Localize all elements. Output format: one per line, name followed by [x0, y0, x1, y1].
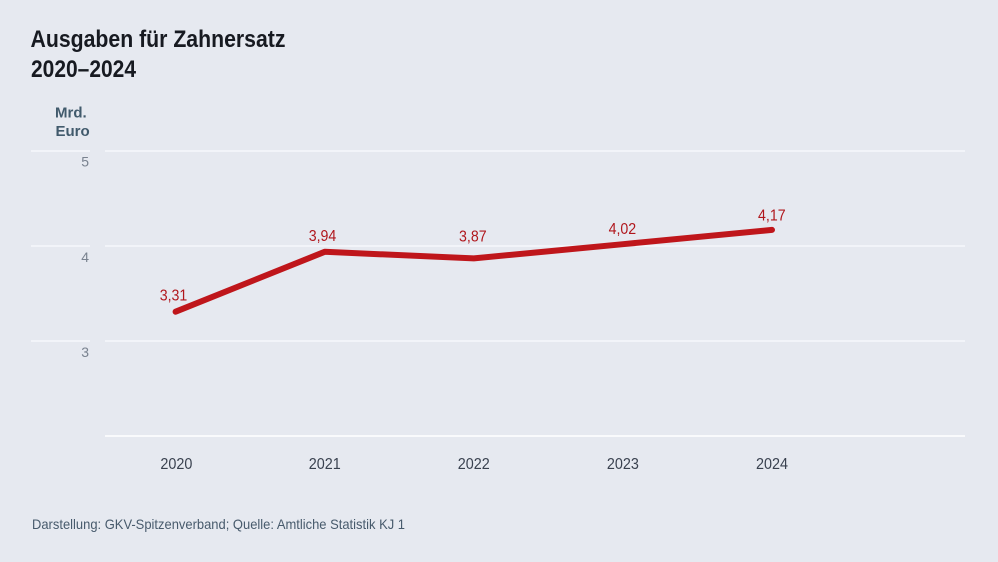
svg-text:3,31: 3,31: [160, 287, 188, 304]
svg-text:4: 4: [81, 249, 89, 265]
svg-text:Euro: Euro: [56, 123, 90, 140]
svg-text:3,87: 3,87: [459, 228, 487, 245]
svg-text:2022: 2022: [458, 456, 490, 473]
svg-text:4,02: 4,02: [609, 221, 637, 238]
svg-text:2024: 2024: [756, 456, 788, 473]
svg-text:2021: 2021: [309, 456, 341, 473]
svg-text:4,17: 4,17: [758, 208, 786, 225]
svg-text:Darstellung: GKV-Spitzenverban: Darstellung: GKV-Spitzenverband; Quelle:…: [32, 516, 405, 532]
svg-text:5: 5: [81, 154, 89, 170]
svg-text:2020: 2020: [160, 456, 192, 473]
svg-text:Mrd.: Mrd.: [55, 105, 87, 122]
svg-text:3,94: 3,94: [309, 228, 337, 245]
svg-text:2020–2024: 2020–2024: [31, 56, 137, 83]
svg-text:3: 3: [81, 344, 89, 360]
svg-text:Ausgaben für Zahnersatz: Ausgaben für Zahnersatz: [31, 26, 286, 53]
svg-text:2023: 2023: [607, 456, 639, 473]
